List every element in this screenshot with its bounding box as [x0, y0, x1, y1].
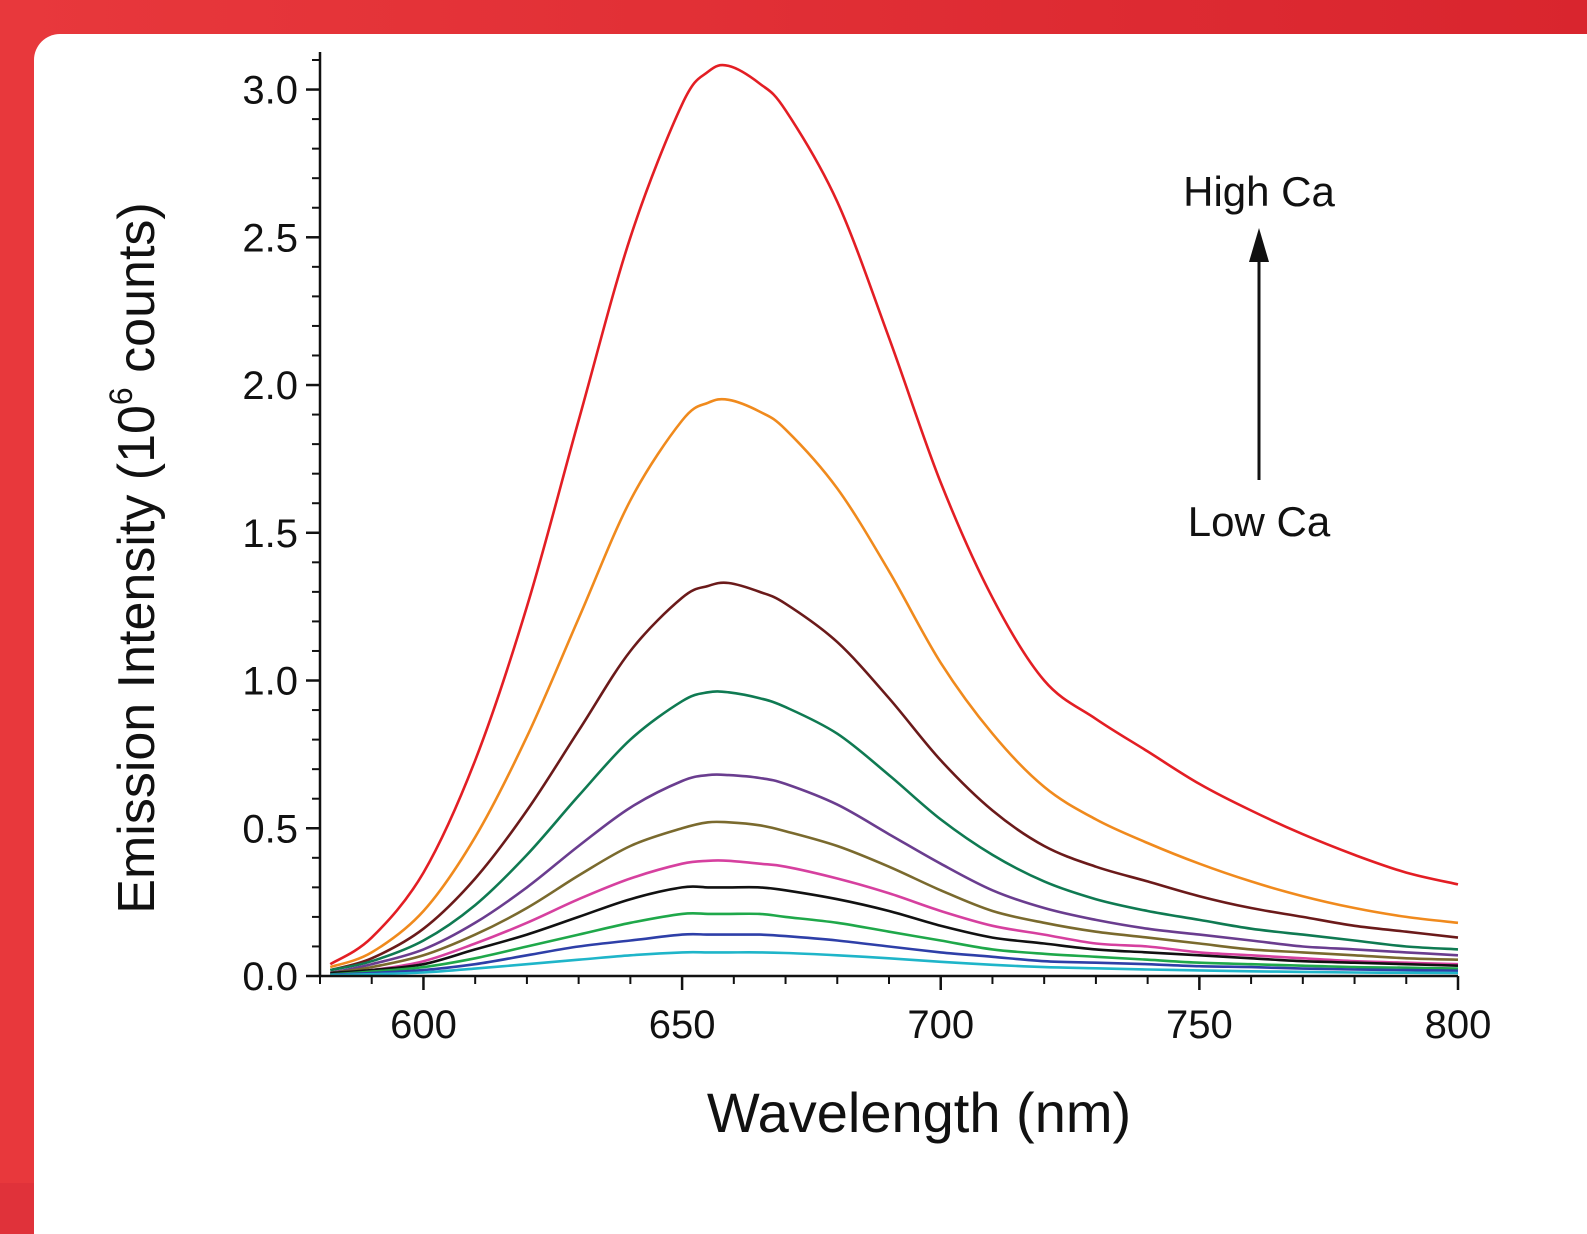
series-line-2 [329, 397, 1459, 969]
y-tick-label: 0.0 [242, 955, 298, 999]
series-line-3 [329, 581, 1459, 972]
y-axis-label: Emission Intensity (106 counts) [103, 202, 166, 913]
y-tick-label: 2.5 [242, 216, 298, 260]
increase-arrow-head [1249, 228, 1269, 262]
x-tick-label: 700 [907, 1003, 974, 1047]
series-line-5 [330, 773, 1459, 975]
series-line-11 [330, 950, 1459, 977]
series-line-10 [330, 932, 1459, 977]
y-tick-label: 2.0 [242, 364, 298, 408]
x-tick-label: 750 [1166, 1003, 1233, 1047]
y-tick-label: 0.5 [242, 807, 298, 851]
x-tick-label: 800 [1425, 1003, 1492, 1047]
series-line-4 [330, 690, 1459, 972]
y-tick-label: 3.0 [242, 69, 298, 113]
series-line-7 [330, 859, 1459, 975]
series-line-9 [330, 911, 1459, 976]
series-line-6 [330, 820, 1459, 975]
y-axis-label-superscript: 6 [103, 387, 139, 405]
high-ca-annotation: High Ca [1183, 168, 1335, 215]
y-tick-label: 1.0 [242, 660, 298, 704]
series-line-1 [329, 63, 1459, 966]
y-axis-label-main: Emission Intensity (10 [108, 405, 166, 914]
x-tick-label: 600 [390, 1003, 457, 1047]
low-ca-annotation: Low Ca [1188, 498, 1331, 545]
x-axis-label: Wavelength (nm) [707, 1081, 1131, 1144]
y-tick-label: 1.5 [242, 512, 298, 556]
series-line-8 [330, 885, 1459, 975]
y-axis-label-tail: counts) [108, 202, 166, 387]
series-layer [329, 63, 1459, 977]
emission-spectra-chart: 600 650 700 750 800 0.0 0.5 1.0 1.5 2.0 2.5 3.0 Wav… [103, 52, 1492, 1144]
ticks-layer: 600 650 700 750 800 0.0 0.5 1.0 1.5 2.0 2.5 3.0 [242, 59, 1492, 1047]
chart-panel: 600 650 700 750 800 0.0 0.5 1.0 1.5 2.0 2.5 3.0 Wav… [34, 34, 1587, 1234]
x-tick-label: 650 [649, 1003, 716, 1047]
